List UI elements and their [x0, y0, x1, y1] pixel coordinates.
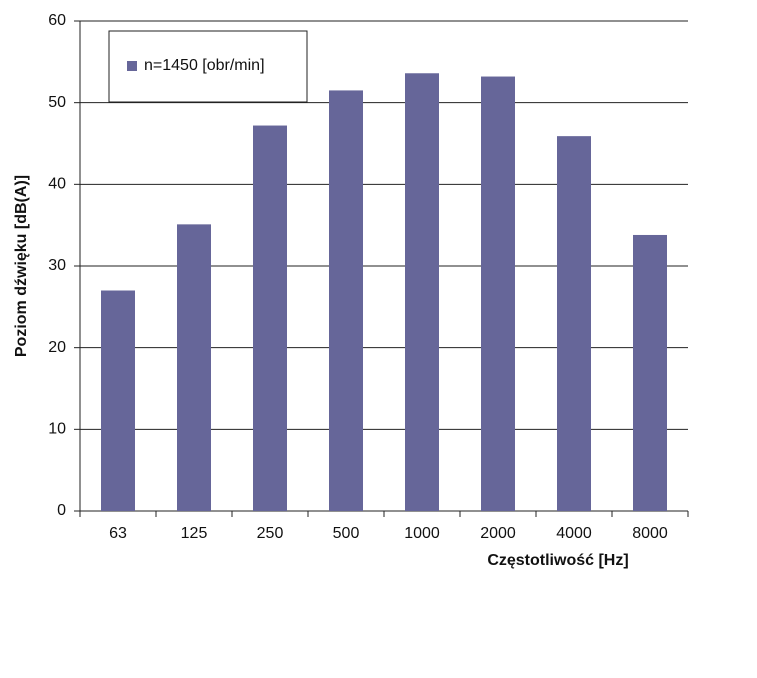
y-tick-label: 50: [48, 94, 66, 111]
x-tick-label: 125: [181, 525, 208, 542]
y-tick-label: 60: [48, 12, 66, 29]
x-axis-label: Częstotliwość [Hz]: [487, 552, 628, 569]
x-tick-label: 250: [257, 525, 284, 542]
y-tick-label: 40: [48, 176, 66, 193]
x-tick-label: 2000: [480, 525, 516, 542]
x-tick-label: 63: [109, 525, 127, 542]
bar: [633, 234, 667, 511]
bar: [329, 90, 363, 512]
legend-box: [108, 30, 308, 103]
legend-swatch: [127, 61, 137, 71]
y-tick-label: 20: [48, 339, 66, 356]
x-tick-label: 8000: [632, 525, 668, 542]
x-tick-label: 1000: [404, 525, 440, 542]
bar: [253, 125, 287, 512]
x-tick-label: 500: [333, 525, 360, 542]
x-tick-label: 4000: [556, 525, 592, 542]
legend-label: n=1450 [obr/min]: [144, 57, 265, 74]
bar: [101, 290, 135, 511]
y-tick-label: 0: [57, 502, 66, 519]
bar: [177, 224, 211, 511]
bar: [557, 136, 591, 511]
y-axis-label: Poziom dźwięku [dB(A)]: [13, 175, 30, 357]
bar: [481, 76, 515, 512]
y-tick-label: 10: [48, 421, 66, 438]
y-tick-label: 30: [48, 257, 66, 274]
bar: [405, 73, 439, 512]
